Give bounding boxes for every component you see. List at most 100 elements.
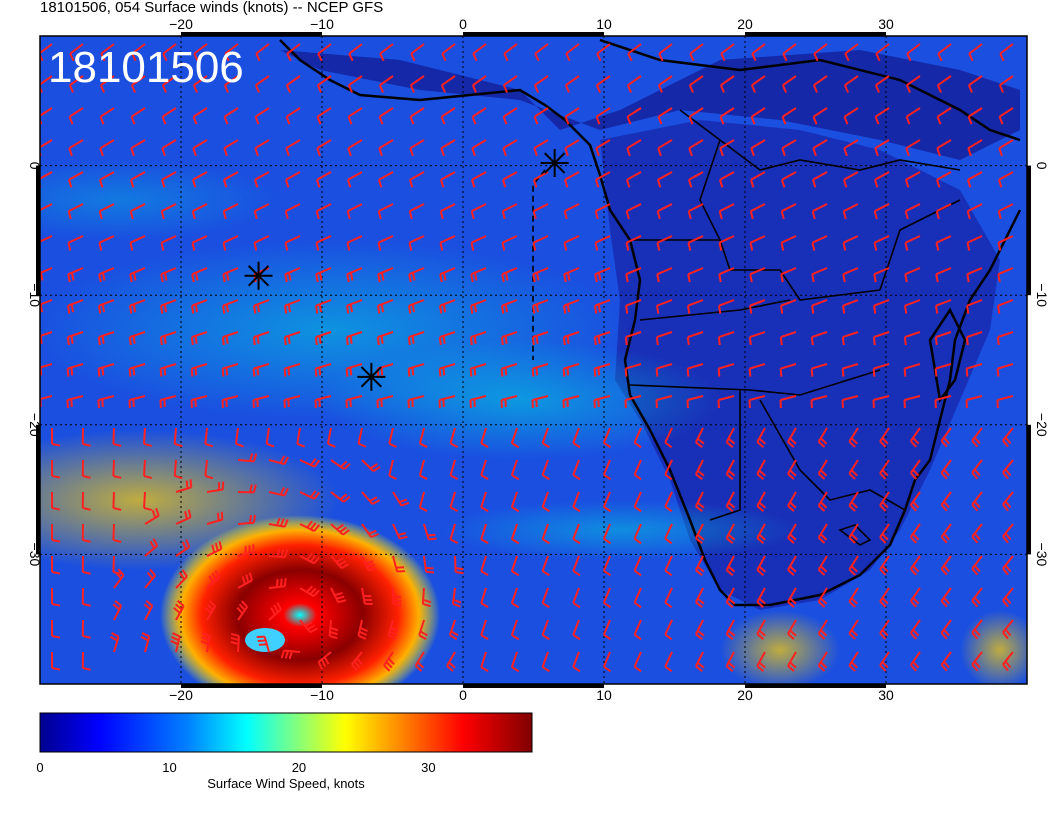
wind-barb xyxy=(787,427,797,448)
wind-barb xyxy=(903,363,921,377)
wind-barb xyxy=(128,395,146,409)
wind-barb xyxy=(299,490,321,500)
wind-barb xyxy=(480,651,489,673)
wind-barb xyxy=(144,538,159,557)
wind-barb xyxy=(204,427,214,448)
wind-barb xyxy=(315,203,332,220)
wind-barb xyxy=(655,395,673,409)
wind-barb xyxy=(594,267,611,283)
wind-barb xyxy=(658,43,673,62)
wind-barb xyxy=(376,395,394,409)
wind-barb xyxy=(40,299,53,313)
wind-barb xyxy=(779,363,797,377)
wind-barb xyxy=(392,523,408,540)
wind-barb xyxy=(81,491,91,511)
wind-barb xyxy=(532,299,549,314)
wind-barb xyxy=(873,267,890,283)
wind-barb xyxy=(68,107,84,125)
wind-barb xyxy=(410,43,425,62)
wind-barb xyxy=(593,395,611,409)
wind-barb xyxy=(749,267,766,283)
lon-tick-label: 10 xyxy=(596,687,612,703)
wind-barb xyxy=(378,75,394,93)
colorbar-tick-label: 10 xyxy=(162,760,176,775)
wind-barb xyxy=(347,171,363,188)
lat-tick-label: −30 xyxy=(1034,543,1050,567)
wind-barb xyxy=(717,395,735,409)
frame-bar xyxy=(36,424,40,555)
wind-barb xyxy=(811,235,828,251)
wind-barb xyxy=(909,651,921,672)
wind-barb xyxy=(996,331,1014,346)
wind-barb xyxy=(602,523,612,545)
wind-barb xyxy=(625,235,642,251)
wind-barb xyxy=(480,491,489,513)
wind-barb xyxy=(687,267,704,283)
wind-barb xyxy=(564,139,580,157)
wind-barb xyxy=(782,43,797,62)
wind-barb xyxy=(909,619,921,640)
wind-barb xyxy=(314,363,332,377)
wind-barb xyxy=(128,331,146,346)
wind-barb xyxy=(781,171,797,188)
wind-barb xyxy=(595,171,611,188)
wind-barb xyxy=(879,651,890,672)
wind-barb xyxy=(407,395,425,409)
wind-barb xyxy=(531,331,549,346)
wind-barb xyxy=(471,171,487,188)
wind-barb xyxy=(407,363,425,377)
wind-barb xyxy=(173,459,183,480)
wind-barb xyxy=(565,43,580,62)
wind-barb xyxy=(842,267,859,283)
wind-barb xyxy=(388,459,397,480)
wind-barb xyxy=(787,523,797,544)
wind-barb xyxy=(317,43,332,62)
wind-barb xyxy=(811,299,828,314)
wind-barb xyxy=(438,331,456,346)
wind-barb xyxy=(719,171,735,188)
wind-barb xyxy=(935,203,952,220)
wind-barb xyxy=(780,267,797,283)
wind-barb xyxy=(268,486,289,497)
wind-barb xyxy=(905,107,921,125)
wind-barb xyxy=(500,395,518,409)
wind-barb xyxy=(346,267,363,283)
wind-barb xyxy=(626,107,642,125)
wind-barb xyxy=(377,267,394,283)
wind-barb xyxy=(160,203,177,220)
wind-barb xyxy=(470,235,487,251)
wind-barb xyxy=(904,267,921,283)
wind-barb xyxy=(377,235,394,251)
wind-barb xyxy=(286,43,301,62)
wind-barb xyxy=(594,203,611,220)
frame-bar xyxy=(463,684,604,688)
wind-barb xyxy=(501,267,518,283)
wind-barb xyxy=(725,651,736,673)
wind-barb xyxy=(408,203,425,220)
wind-barb xyxy=(283,395,301,409)
wind-barb xyxy=(66,395,84,409)
wind-barb xyxy=(904,235,921,251)
wind-barb xyxy=(173,600,185,621)
wind-barb xyxy=(564,171,580,188)
wind-barb xyxy=(541,459,550,481)
wind-barb xyxy=(510,619,520,641)
wind-barb xyxy=(531,363,549,377)
wind-barb xyxy=(99,171,115,188)
wind-barb xyxy=(810,331,828,346)
colorbar-tick-label: 30 xyxy=(421,760,435,775)
wind-barbs xyxy=(40,43,1014,673)
wind-barb xyxy=(903,331,921,346)
wind-barb xyxy=(572,555,581,577)
wind-barb xyxy=(418,459,428,480)
wind-barb xyxy=(315,267,332,283)
wind-barb xyxy=(418,427,428,448)
wind-barb xyxy=(346,203,363,220)
wind-barb xyxy=(221,331,239,346)
wind-barb xyxy=(940,491,952,512)
wind-barb xyxy=(781,75,797,93)
wind-barb xyxy=(593,363,611,377)
wind-barb xyxy=(392,555,406,573)
wind-barb xyxy=(449,427,459,448)
wind-barb xyxy=(997,267,1014,283)
